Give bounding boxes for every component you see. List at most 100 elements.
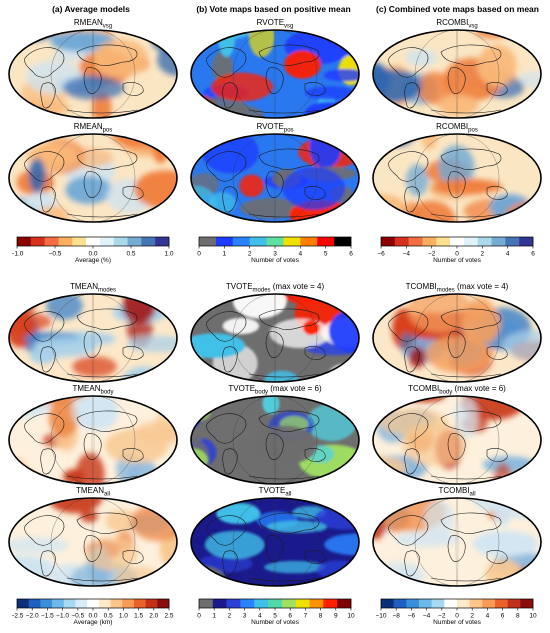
map-title: TMEANbody — [7, 384, 179, 396]
colorbar-swatch — [17, 237, 32, 246]
colorbar-swatch — [520, 599, 534, 608]
colorbar-swatch — [98, 599, 111, 608]
world-map — [190, 133, 360, 223]
map-title: TCOMBImodes (max vote = 4) — [371, 282, 543, 294]
colorbar-swatch — [406, 599, 420, 608]
map-title: RVOTEpos — [189, 122, 361, 134]
map-title-subscript: all — [469, 491, 476, 498]
colorbar-tick-label: 1 — [212, 613, 216, 620]
colorbar-swatch — [477, 237, 492, 246]
colorbar-tick-label: −4 — [403, 251, 411, 258]
column-header-b: (b) Vote maps based on positive mean — [196, 4, 351, 14]
colorbar: −10 −8 −6 −4 −2 0 2 4 6 8 10 — [376, 598, 537, 620]
map-title-main: TMEAN — [72, 384, 101, 393]
colorbar-tick-label: 1 — [223, 251, 227, 258]
colorbar-swatch — [44, 237, 59, 246]
map-title-note: (max vote = 6) — [268, 384, 322, 393]
world-map — [372, 293, 542, 383]
colorbar-swatch — [28, 599, 41, 608]
world-map — [372, 133, 542, 223]
map-title-main: TCOMBI — [408, 384, 440, 393]
world-map — [372, 29, 542, 119]
world-map — [8, 29, 178, 119]
colorbar-swatch — [240, 599, 255, 608]
colorbar-swatch — [323, 599, 338, 608]
world-map — [190, 293, 360, 383]
world-map — [8, 133, 178, 223]
colorbar-swatch — [482, 599, 496, 608]
colorbar-swatch — [431, 599, 445, 608]
colorbar-swatch — [99, 237, 115, 246]
colorbar-tick-label: −0.5 — [49, 251, 62, 258]
map-title-subscript: body — [100, 389, 114, 396]
colorbar-title: Number of votes — [433, 619, 481, 626]
map-title: RMEANvsg — [7, 18, 179, 30]
map-title-subscript: pos — [102, 127, 113, 134]
map-title: TMEANmodes — [7, 282, 179, 294]
map-title-note: (max vote = 4) — [270, 282, 325, 291]
colorbar-tick-label: 3 — [243, 613, 247, 620]
colorbar-swatch — [86, 237, 101, 246]
colorbar-title: Number of votes — [433, 257, 481, 264]
colorbar-tick-label: 0.5 — [126, 251, 135, 258]
colorbar: −1.0 −0.5 0.0 0.5 1.0 — [12, 236, 174, 258]
colorbar-swatch — [155, 237, 170, 246]
colorbar-swatch — [17, 599, 29, 608]
colorbar-swatch — [519, 237, 534, 246]
colorbar-swatch — [450, 237, 465, 246]
colorbar-tick-label: 0 — [197, 251, 201, 258]
colorbar-swatch — [394, 237, 409, 246]
colorbar-swatch — [199, 237, 217, 246]
colorbar-swatch — [87, 599, 100, 608]
colorbar-swatch — [281, 599, 297, 608]
map-title-subscript: modes — [97, 287, 116, 294]
colorbar-tick-label: 7 — [304, 613, 308, 620]
colorbar-swatch — [469, 599, 483, 608]
colorbar-tick-label: 10 — [529, 613, 537, 620]
colorbar-swatch — [491, 237, 506, 246]
colorbar-swatch — [381, 237, 396, 246]
colorbar-title: Number of votes — [251, 619, 299, 626]
colorbar-swatch — [212, 599, 227, 608]
world-map — [190, 497, 360, 587]
colorbar-tick-label: 6 — [288, 613, 292, 620]
map-title-main: RCOMBI — [436, 122, 469, 131]
colorbar: 0 1 2 3 4 5 6 — [197, 236, 353, 258]
map-title-main: TVOTE — [258, 486, 286, 495]
map-title: TVOTEbody (max vote = 6) — [189, 384, 361, 396]
colorbar-swatch — [283, 237, 301, 246]
colorbar-swatch — [141, 237, 156, 246]
colorbar-tick-label: 0 — [455, 613, 459, 620]
colorbar-tick-label: 8 — [319, 613, 323, 620]
map-title-main: RMEAN — [73, 122, 103, 131]
colorbar-swatch — [249, 237, 267, 246]
colorbar: −6 −4 −2 0 2 4 6 — [377, 236, 535, 258]
map-title-main: RVOTE — [256, 18, 285, 27]
colorbar-swatch — [113, 237, 128, 246]
colorbar-swatch — [444, 599, 458, 608]
world-map — [190, 29, 360, 119]
colorbar-tick-label: 0.0 — [88, 613, 97, 620]
colorbar-tick-label: −0.5 — [71, 613, 84, 620]
colorbar-tick-label: 10 — [347, 613, 355, 620]
colorbar-swatch — [463, 237, 479, 246]
colorbar-tick-label: 2.0 — [149, 613, 158, 620]
map-title-main: TVOTE — [228, 384, 256, 393]
colorbar-swatch — [393, 599, 407, 608]
colorbar-swatch — [199, 599, 214, 608]
colorbar-swatch — [266, 237, 284, 246]
colorbar-swatch — [317, 237, 335, 246]
map-title: RCOMBIpos — [371, 122, 543, 134]
colorbar-tick-label: 2 — [228, 613, 232, 620]
colorbar-tick-label: 2 — [470, 613, 474, 620]
map-title-main: RVOTE — [256, 122, 284, 131]
map-title: TMEANall — [7, 486, 179, 498]
colorbar-tick-label: 8 — [516, 613, 520, 620]
map-title-subscript: body — [255, 389, 269, 396]
colorbar-swatch — [226, 599, 241, 608]
map-title: TCOMBIall — [371, 486, 543, 498]
map-title-subscript: modes — [436, 287, 455, 294]
colorbar-title: Number of votes — [251, 257, 299, 264]
colorbar-swatch — [422, 237, 437, 246]
colorbar-swatch — [127, 237, 142, 246]
